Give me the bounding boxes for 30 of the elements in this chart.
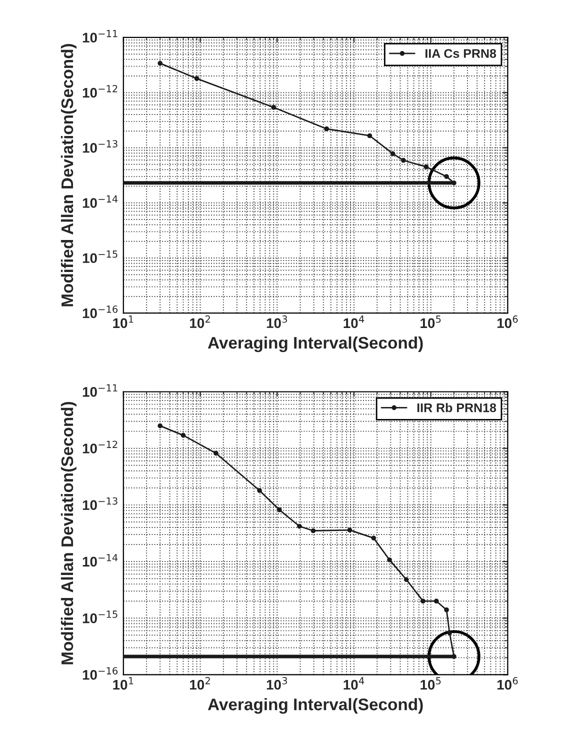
y-tick-label: 10$^{−14}$ <box>82 195 118 208</box>
x-tick-label: 10$^{4}$ <box>344 677 364 690</box>
x-tick-label: 10$^{6}$ <box>497 677 518 690</box>
y-tick-label: 10$^{−12}$ <box>82 85 118 98</box>
y-tick-label: 10$^{−13}$ <box>82 140 118 153</box>
x-tick-label: 10$^{1}$ <box>113 677 134 690</box>
x-tick-label: 10$^{6}$ <box>497 315 518 328</box>
x-tick-label: 10$^{1}$ <box>113 316 134 328</box>
y-tick-label: 10$^{−12}$ <box>82 440 118 454</box>
y-tick-label: 10$^{−11}$ <box>82 384 118 397</box>
x-tick-label: 10$^{3}$ <box>266 315 288 328</box>
y-tick-label: 10$^{−16}$ <box>82 667 118 680</box>
y-tick-label: 10$^{−15}$ <box>82 610 118 624</box>
y-tick-label: 10$^{−14}$ <box>82 554 118 567</box>
x-axis-title: Averaging Interval(Second) <box>208 698 423 714</box>
legend-label: IIR Rb PRN18 <box>417 403 496 412</box>
y-tick-label: 10$^{−11}$ <box>82 30 118 43</box>
legend-label: IIA Cs PRN8 <box>426 49 496 58</box>
y-axis-title: Modified Allan Deviation(Second) <box>60 402 76 664</box>
x-tick-label: 10$^{3}$ <box>266 677 288 690</box>
y-tick-label: 10$^{−16}$ <box>82 306 118 318</box>
x-tick-label: 10$^{5}$ <box>420 677 441 690</box>
y-tick-label: 10$^{−13}$ <box>82 497 118 510</box>
x-tick-label: 10$^{2}$ <box>190 677 210 690</box>
x-tick-label: 10$^{4}$ <box>344 316 364 328</box>
y-axis-title: Modified Allan Deviation(Second) <box>60 44 76 306</box>
x-axis-title: Averaging Interval(Second) <box>208 336 423 352</box>
x-tick-label: 10$^{2}$ <box>190 315 210 328</box>
y-tick-label: 10$^{−15}$ <box>82 250 118 264</box>
x-tick-label: 10$^{5}$ <box>420 316 441 328</box>
